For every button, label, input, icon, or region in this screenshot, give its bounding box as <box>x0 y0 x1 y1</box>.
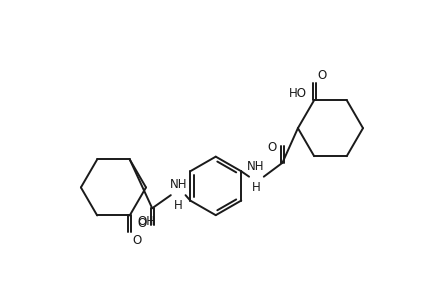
Text: O: O <box>317 69 326 82</box>
Text: OH: OH <box>137 215 156 228</box>
Text: NH: NH <box>170 178 187 191</box>
Text: HO: HO <box>288 88 307 100</box>
Text: NH: NH <box>247 160 265 173</box>
Text: O: O <box>133 234 142 247</box>
Text: O: O <box>137 217 147 230</box>
Text: O: O <box>268 141 277 154</box>
Text: H: H <box>174 199 183 212</box>
Text: H: H <box>252 181 260 193</box>
